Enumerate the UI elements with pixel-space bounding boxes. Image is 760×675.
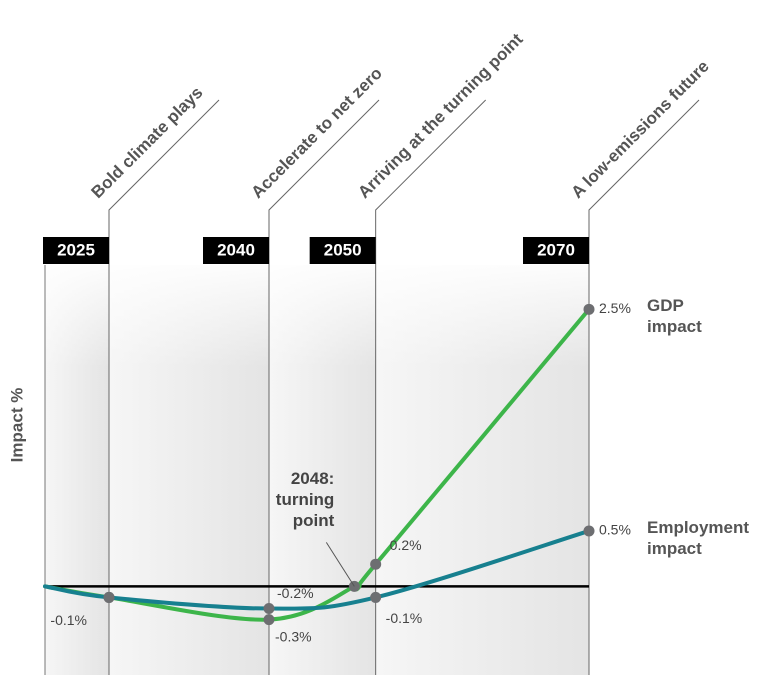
phase-label: Arriving at the turning point xyxy=(354,29,527,202)
value-label: -0.2% xyxy=(277,585,314,601)
point xyxy=(103,591,115,603)
phase-label: A low-emissions future xyxy=(568,57,713,202)
point xyxy=(370,558,382,570)
series-line xyxy=(43,528,591,611)
value-label: -0.3% xyxy=(275,628,312,644)
phase-divider xyxy=(108,99,220,675)
year-box xyxy=(43,237,109,264)
year-label: 2070 xyxy=(537,240,575,259)
phase-divider xyxy=(268,99,380,675)
value-label: -0.1% xyxy=(386,610,423,626)
phase-divider xyxy=(588,99,700,675)
point xyxy=(370,591,382,603)
phase-label: Bold climate plays xyxy=(88,83,207,202)
value-label: 0.2% xyxy=(390,537,422,553)
year-box xyxy=(309,237,376,264)
phase-divider xyxy=(375,99,487,675)
series-name: GDP impact xyxy=(647,296,702,337)
year-label: 2050 xyxy=(324,240,362,259)
y-axis-label: Impact % xyxy=(7,388,26,463)
point xyxy=(583,303,595,315)
year-label: 2025 xyxy=(57,240,95,259)
annotation: 2048: turning point xyxy=(275,469,335,531)
value-label: 0.5% xyxy=(599,522,631,538)
value-label: 2.5% xyxy=(599,300,631,316)
value-label: -0.1% xyxy=(50,612,87,628)
year-label: 2040 xyxy=(217,240,255,259)
point xyxy=(263,614,275,626)
year-box xyxy=(523,237,589,264)
point xyxy=(583,525,595,537)
year-box xyxy=(203,237,269,264)
annotation-leader xyxy=(325,542,355,587)
point xyxy=(263,603,275,615)
series-name: Employment impact xyxy=(647,517,750,558)
